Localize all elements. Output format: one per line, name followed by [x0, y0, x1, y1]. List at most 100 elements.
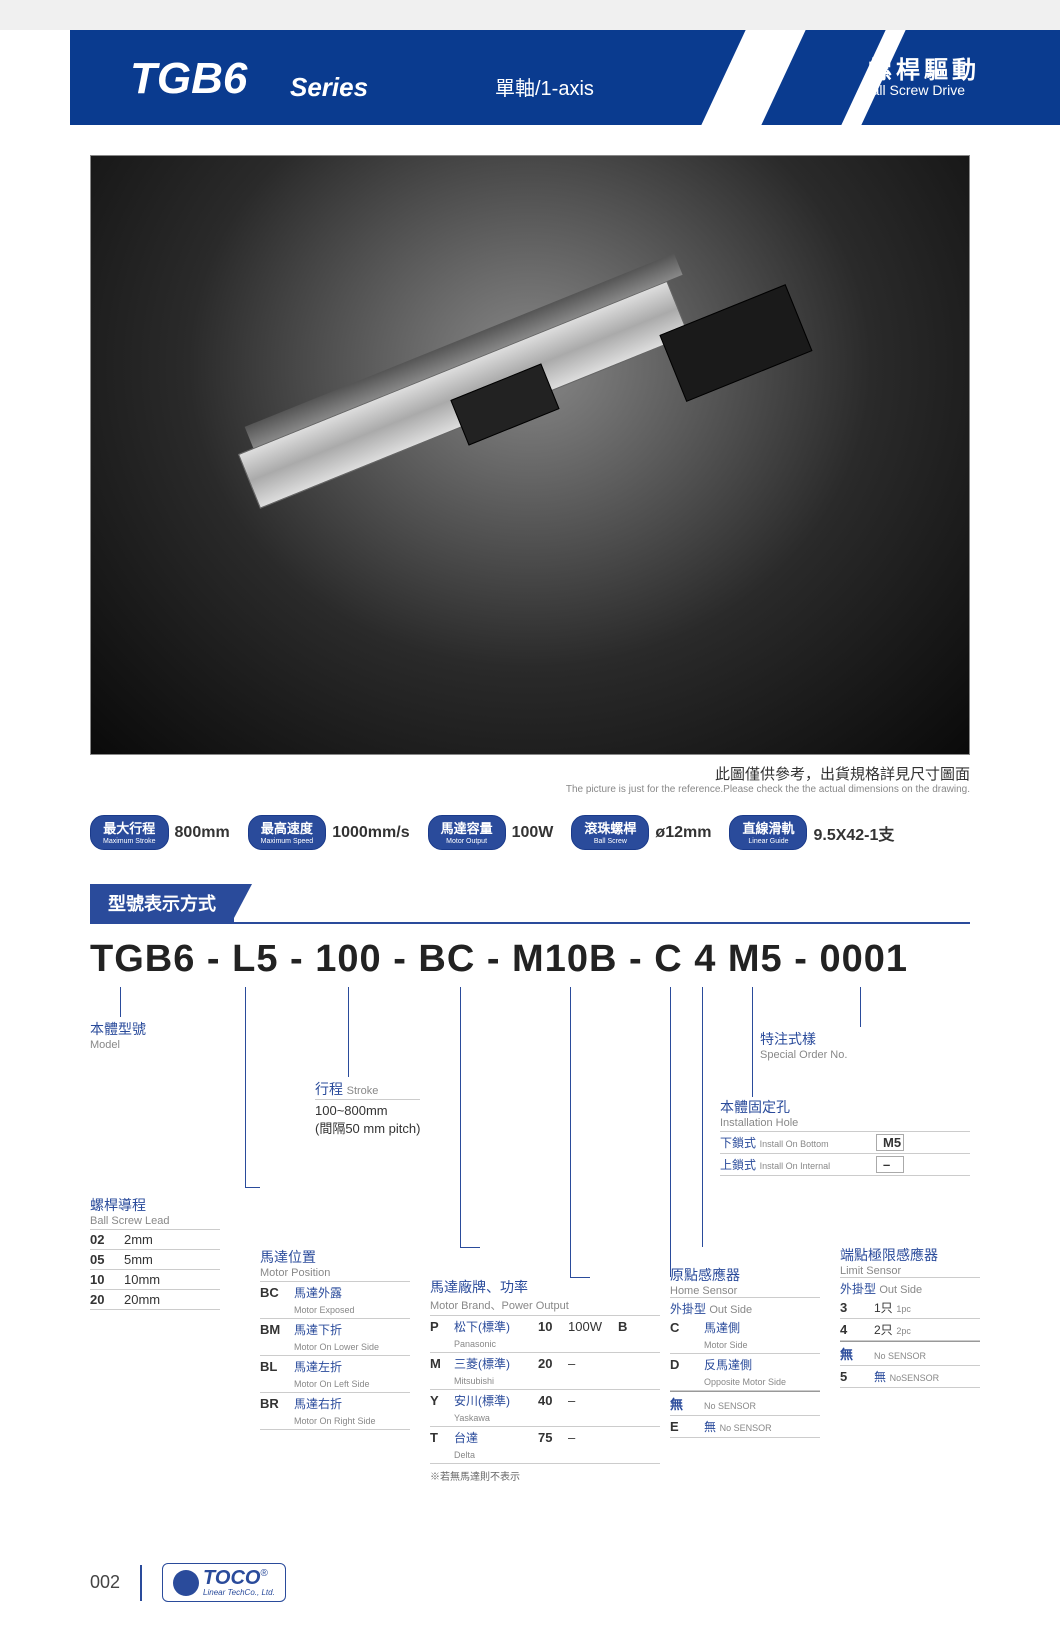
spec-cn: 最高速度 — [261, 821, 313, 836]
desc-en: Motor On Right Side — [294, 1416, 376, 1426]
sub-en: Out Side — [879, 1284, 922, 1296]
watt-val: – — [568, 1430, 612, 1445]
connector-line — [120, 987, 121, 1017]
brand-cn: 三菱(標準) — [454, 1357, 510, 1371]
spec-pill: 馬達容量 Motor Output — [428, 815, 506, 850]
watt-code: 10 — [538, 1319, 562, 1334]
spec-en: Linear Guide — [742, 838, 794, 845]
table-row: 31只 1pc — [840, 1297, 980, 1319]
code: BR — [260, 1396, 288, 1411]
desc-cn: 馬達側 — [704, 1321, 740, 1335]
label-en: Stroke — [347, 1085, 379, 1097]
none-cn: 無 — [840, 1344, 868, 1363]
connector-line — [752, 987, 753, 1097]
value-box: – — [876, 1156, 904, 1173]
footer-divider — [140, 1565, 142, 1601]
code: 20 — [90, 1292, 118, 1307]
brand-en: Yaskawa — [454, 1413, 490, 1423]
watt-val: 100W — [568, 1319, 612, 1334]
breakdown-area: 本體型號 Model 行程 Stroke 100~800mm (間隔50 mm … — [90, 987, 970, 1487]
code: 05 — [90, 1252, 118, 1267]
spec-cn: 直線滑軌 — [742, 821, 794, 836]
model-number: TGB6 - L5 - 100 - BC - M10B - C 4 M5 - 0… — [90, 938, 970, 981]
label-cn: 馬達廠牌、功率 — [430, 1277, 660, 1297]
label-en: Ball Screw Lead — [90, 1215, 220, 1230]
code: Y — [430, 1393, 448, 1408]
spec-pill: 最高速度 Maximum Speed — [248, 815, 327, 850]
five-cn: 無 — [874, 1370, 886, 1384]
spec-badge: 最大行程 Maximum Stroke 800mm — [90, 815, 230, 850]
header-banner: TGB6 Series 單軸/1-axis 螺桿驅動 Ball Screw Dr… — [0, 30, 1060, 125]
brand-cn: 台達 — [454, 1431, 478, 1445]
label-cn: 螺桿導程 — [90, 1195, 220, 1215]
spec-en: Motor Output — [441, 838, 493, 845]
spec-pill: 最大行程 Maximum Stroke — [90, 815, 169, 850]
code: 02 — [90, 1232, 118, 1247]
desc-en: Motor On Lower Side — [294, 1342, 379, 1352]
connector-line — [348, 987, 349, 1077]
label-cn: 行程 — [315, 1081, 343, 1097]
page: TGB6 Series 單軸/1-axis 螺桿驅動 Ball Screw Dr… — [0, 30, 1060, 1642]
sub-cn: 外掛型 — [840, 1282, 876, 1296]
header-drive-cn: 螺桿驅動 — [868, 50, 980, 85]
code: 10 — [90, 1272, 118, 1287]
image-caption: 此圖僅供參考，出貨規格詳見尺寸圖面 The picture is just fo… — [0, 763, 970, 795]
connector-line — [245, 1187, 260, 1188]
e-cn: 無 — [704, 1420, 716, 1434]
stroke-pitch: (間隔50 mm pitch) — [315, 1118, 420, 1137]
connector-line — [245, 987, 246, 1187]
table-row: BM 馬達下折 Motor On Lower Side — [260, 1319, 410, 1356]
bk-install-hole: 本體固定孔 Installation Hole 下鎖式 Install On B… — [720, 1097, 970, 1176]
watt-val: – — [568, 1356, 612, 1371]
product-image — [90, 155, 970, 755]
motor-note: ※若無馬達則不表示 — [430, 1468, 660, 1483]
label-cn: 原點感應器 — [670, 1265, 820, 1285]
label-cn: 端點極限感應器 — [840, 1245, 980, 1265]
table-row: M 三菱(標準)Mitsubishi 20 – — [430, 1353, 660, 1390]
table-row: 42只 2pc — [840, 1319, 980, 1341]
brand-cn: 安川(標準) — [454, 1394, 510, 1408]
desc-cn: 馬達下折 — [294, 1323, 342, 1337]
caption-en: The picture is just for the reference.Pl… — [0, 784, 970, 795]
connector-line — [570, 987, 571, 1277]
logo-main: TOCO — [203, 1567, 260, 1589]
desc-cn: 1只 — [874, 1301, 893, 1315]
table-row: BL馬達左折Motor On Left Side — [260, 1356, 410, 1393]
table-row: T 台達Delta 75 – — [430, 1427, 660, 1464]
spec-value: ø12mm — [655, 824, 711, 842]
table-row: BC馬達外露Motor Exposed — [260, 1282, 410, 1319]
spec-badge: 馬達容量 Motor Output 100W — [428, 815, 554, 850]
table-row: P 松下(標準)Panasonic 10 100W B — [430, 1316, 660, 1353]
value: 2mm — [124, 1232, 153, 1247]
stroke-range: 100~800mm — [315, 1099, 420, 1118]
code: BM — [260, 1322, 288, 1337]
bk-motor-position: 馬達位置 Motor Position BC馬達外露Motor ExposedB… — [260, 1247, 410, 1430]
none-en: No SENSOR — [704, 1401, 756, 1411]
code: 3 — [840, 1300, 868, 1315]
page-number: 002 — [90, 1572, 120, 1593]
motor-block — [660, 284, 813, 402]
spec-pill: 直線滑軌 Linear Guide — [729, 815, 807, 850]
desc-en: Opposite Motor Side — [704, 1377, 786, 1387]
table-row: Y 安川(標準)Yaskawa 40 – — [430, 1390, 660, 1427]
label-en: Special Order No. — [760, 1049, 847, 1061]
header-left-white — [0, 30, 70, 125]
desc-cn: 下鎖式 — [720, 1136, 756, 1150]
table-row: 下鎖式 Install On BottomM5 — [720, 1132, 970, 1154]
label-en: Limit Sensor — [840, 1265, 980, 1277]
desc-en: Install On Internal — [760, 1161, 831, 1171]
connector-line — [860, 987, 861, 1027]
table-row: 20 20mm — [90, 1290, 220, 1310]
code: P — [430, 1319, 448, 1334]
desc-cn: 上鎖式 — [720, 1158, 756, 1172]
value: 20mm — [124, 1292, 160, 1307]
spec-value: 100W — [512, 824, 554, 842]
value: 5mm — [124, 1252, 153, 1267]
value: 10mm — [124, 1272, 160, 1287]
spec-value: 9.5X42-1支 — [813, 821, 894, 845]
bk-model: 本體型號 Model — [90, 1019, 146, 1051]
bk-lead: 螺桿導程 Ball Screw Lead 022mm055mm1010mm202… — [90, 1195, 220, 1310]
spec-cn: 馬達容量 — [441, 821, 493, 836]
code: T — [430, 1430, 448, 1445]
section-underline — [90, 922, 970, 924]
